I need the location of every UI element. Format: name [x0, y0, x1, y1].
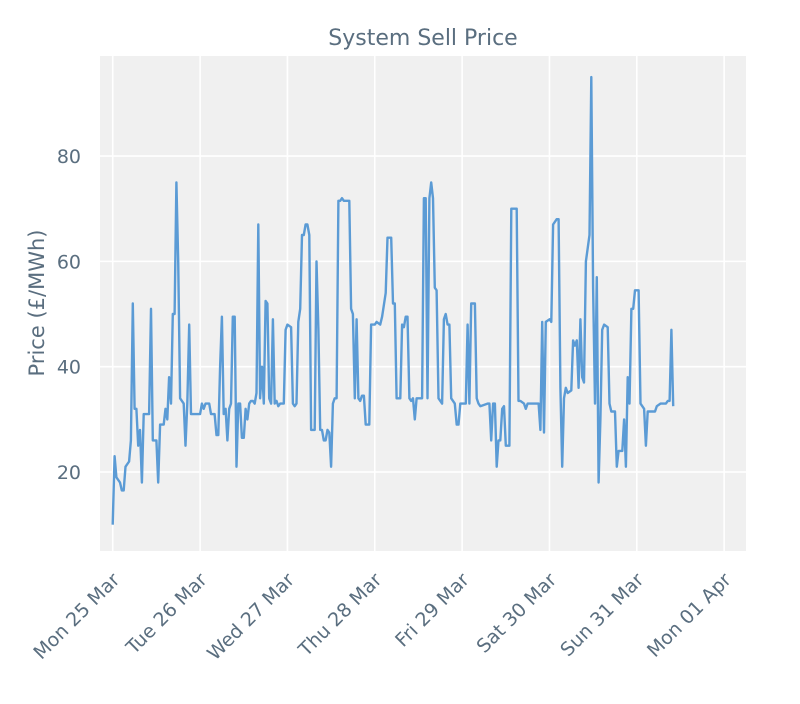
x-tick-label: Thu 28 Mar — [294, 569, 387, 662]
y-tick-label: 60 — [57, 251, 81, 273]
y-tick-label: 20 — [57, 462, 81, 484]
y-tick-label: 80 — [57, 146, 81, 168]
x-tick-label: Fri 29 Mar — [391, 569, 474, 652]
chart-title: System Sell Price — [328, 26, 517, 51]
series-line — [111, 75, 675, 525]
x-tick-label: Mon 01 Apr — [643, 569, 736, 662]
x-tick-label: Mon 25 Mar — [29, 569, 124, 664]
x-tick-label: Wed 27 Mar — [203, 569, 299, 665]
x-tick-label: Tue 26 Mar — [121, 569, 211, 659]
x-tick-label: Sat 30 Mar — [472, 569, 561, 658]
y-tick-label: 40 — [57, 357, 81, 379]
y-axis-label: Price (£/MWh) — [25, 230, 49, 377]
x-tick-label: Sun 31 Mar — [556, 569, 648, 661]
